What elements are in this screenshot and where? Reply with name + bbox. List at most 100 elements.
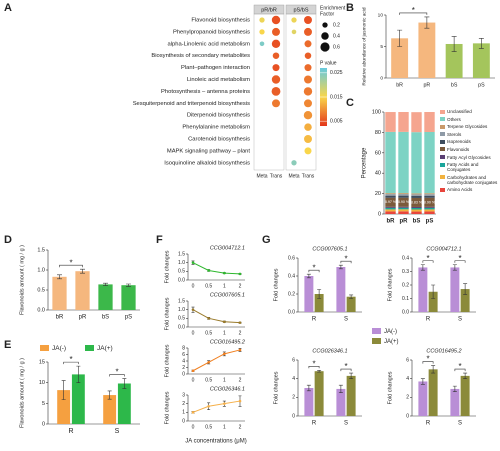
error-bar bbox=[349, 372, 354, 379]
error-bar bbox=[306, 273, 311, 279]
bar bbox=[472, 43, 490, 78]
significance-label: * bbox=[312, 263, 315, 272]
bar bbox=[103, 395, 117, 424]
y-tick-label: 1.0 bbox=[37, 267, 45, 273]
error-bar bbox=[420, 378, 425, 385]
y-tick-label: 0.2 bbox=[288, 291, 295, 297]
bar-segment bbox=[398, 194, 409, 196]
y-axis-label: Fold changes bbox=[387, 268, 393, 301]
legend-swatch bbox=[440, 109, 445, 114]
bar-segment bbox=[411, 197, 422, 207]
size-legend-dot bbox=[321, 32, 329, 40]
error-bar bbox=[306, 384, 311, 392]
significance-bracket bbox=[109, 374, 125, 377]
legend-item: Sterols bbox=[440, 132, 500, 137]
legend-label: JA(-) bbox=[384, 329, 397, 335]
x-tick-label: 2 bbox=[239, 424, 242, 430]
y-tick-label: 2 bbox=[406, 395, 409, 401]
bar bbox=[304, 388, 314, 416]
y-tick-label: 10 bbox=[378, 12, 384, 18]
legend-swatch bbox=[440, 187, 445, 192]
bar bbox=[57, 390, 71, 424]
legend-swatch bbox=[440, 155, 445, 160]
dot bbox=[304, 40, 312, 48]
y-axis-label: Fold changes bbox=[273, 268, 279, 301]
error-bar bbox=[80, 268, 85, 274]
pathway-label: Phenylpropanoid biosynthesis bbox=[173, 29, 250, 35]
significance-bracket bbox=[340, 260, 352, 264]
y-tick-label: 6 bbox=[292, 357, 295, 363]
error-bar bbox=[122, 378, 127, 389]
pathway-label: Diterpenoid biosynthesis bbox=[187, 113, 250, 119]
significance-label: * bbox=[426, 254, 429, 263]
bar bbox=[450, 267, 460, 312]
value-label: 8.97 % bbox=[385, 200, 397, 204]
pathway-label: Carotenoid biosynthesis bbox=[188, 137, 250, 143]
bar-segment bbox=[411, 209, 422, 212]
point bbox=[223, 320, 226, 324]
significance-bracket bbox=[399, 12, 428, 15]
panel-title: CCG007605.1 bbox=[312, 246, 347, 252]
panel-letter: A bbox=[4, 2, 12, 14]
y-tick-label: 0.1 bbox=[402, 296, 409, 302]
x-tick-label: pS bbox=[478, 82, 485, 88]
dot bbox=[271, 75, 281, 84]
y-axis-label: Fold changes bbox=[273, 371, 279, 404]
legend-swatch bbox=[372, 338, 381, 344]
bar-segment bbox=[398, 131, 409, 194]
line bbox=[192, 262, 241, 275]
legend-label: Unclassified bbox=[447, 109, 472, 114]
y-tick-label: 0 bbox=[380, 75, 383, 81]
y-tick-label: 0.0 bbox=[288, 309, 295, 315]
size-legend-title: Enrichment bbox=[320, 5, 346, 11]
bar-segment bbox=[411, 132, 422, 194]
panel-letter: D bbox=[4, 234, 12, 246]
bar-segment bbox=[398, 195, 409, 198]
y-axis-label: Fold changes bbox=[164, 391, 170, 424]
significance-label: * bbox=[115, 368, 118, 377]
bar-segment bbox=[385, 211, 396, 214]
x-tick-label: 2 bbox=[239, 377, 242, 383]
y-axis-label: Fold changes bbox=[164, 297, 170, 330]
legend-swatch bbox=[85, 345, 94, 351]
pathway-label: Plant–pathogen interaction bbox=[181, 65, 250, 71]
pathway-label: alpha-Linolenic acid metabolism bbox=[168, 41, 251, 47]
bar-segment bbox=[424, 194, 435, 196]
legend-label: Others bbox=[447, 116, 461, 122]
error-bar bbox=[452, 385, 457, 393]
point bbox=[207, 317, 210, 320]
x-tick-label: R bbox=[312, 421, 317, 427]
legend-swatch bbox=[40, 345, 49, 351]
dot bbox=[272, 27, 280, 36]
legend-swatch bbox=[440, 117, 445, 122]
dot bbox=[303, 87, 313, 96]
y-tick-label: 80 bbox=[375, 130, 381, 136]
dot bbox=[272, 52, 280, 59]
error-bar bbox=[57, 274, 62, 280]
facet-label: pR/bR bbox=[261, 7, 277, 13]
dot bbox=[304, 99, 312, 108]
y-tick-label: 5 bbox=[380, 44, 383, 50]
legend-swatch bbox=[440, 139, 445, 144]
y-tick-label: 0.3 bbox=[402, 269, 409, 275]
bar-segment bbox=[411, 206, 422, 208]
point bbox=[191, 308, 195, 311]
dot bbox=[271, 86, 281, 96]
bar bbox=[460, 375, 470, 416]
panel-letter: F bbox=[156, 234, 163, 246]
error-bar bbox=[103, 282, 108, 286]
significance-bracket bbox=[308, 365, 320, 369]
error-bar bbox=[126, 283, 131, 287]
panel-title: CCG016495.2 bbox=[210, 339, 245, 345]
bar bbox=[450, 388, 460, 416]
y-tick-label: 60 bbox=[375, 150, 381, 156]
x-tick-label: pR bbox=[400, 219, 409, 225]
error-bar bbox=[107, 390, 112, 400]
x-tick-label: bS bbox=[413, 219, 421, 225]
y-tick-label: 1 bbox=[182, 410, 185, 416]
dot bbox=[259, 41, 265, 47]
x-tick-label: pR bbox=[423, 82, 430, 88]
x-axis-label: JA concentrations (μM) bbox=[185, 439, 246, 445]
panel-title: CCG026346.1 bbox=[312, 348, 347, 354]
x-tick-label: 0.5 bbox=[205, 283, 212, 289]
